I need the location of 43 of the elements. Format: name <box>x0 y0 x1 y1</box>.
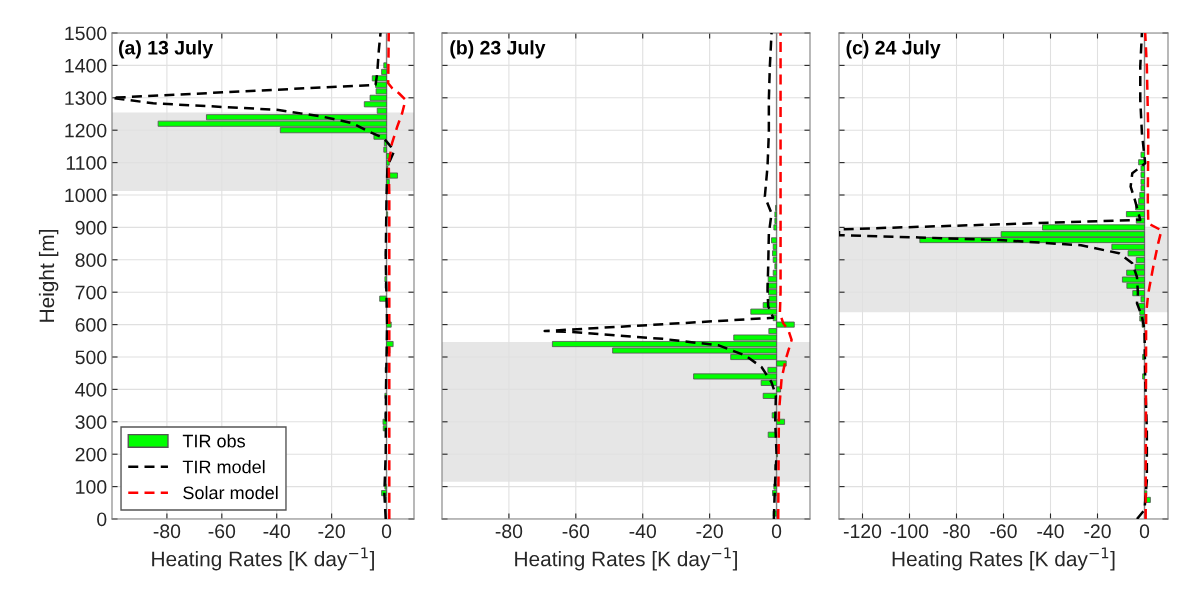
x-tick-label: -20 <box>1084 524 1111 539</box>
legend-label: TIR model <box>182 460 265 474</box>
chart-title: (c) 24 July <box>846 40 941 59</box>
y-tick-label: 500 <box>75 350 107 365</box>
y-tick-label: 1000 <box>65 188 107 203</box>
x-axis-title: Heating Rates [K day$^{−1}$] <box>515 547 737 571</box>
legend-label: TIR obs <box>182 434 245 448</box>
y-tick-label: 800 <box>75 253 107 268</box>
x-tick-label: -60 <box>208 524 236 539</box>
x-tick-label: -80 <box>153 524 181 539</box>
chart-title: (b) 23 July <box>450 40 546 59</box>
y-tick-label: 1500 <box>65 26 107 41</box>
y-tick-label: 200 <box>75 447 107 462</box>
x-tick-label: -20 <box>318 524 345 539</box>
x-tick-label: 0 <box>381 524 392 539</box>
x-tick-label: -60 <box>990 524 1017 539</box>
x-tick-label: -20 <box>696 524 723 539</box>
y-tick-label: 1200 <box>65 123 107 138</box>
x-tick-label: 0 <box>771 524 782 539</box>
x-tick-label: -60 <box>562 524 590 539</box>
y-tick-label: 900 <box>75 220 107 235</box>
y-tick-label: 1400 <box>65 58 107 73</box>
y-tick-label: 0 <box>97 512 107 527</box>
x-tick-label: -40 <box>263 524 291 539</box>
chart-title: (a) 13 July <box>119 40 214 59</box>
x-axis-title: Heating Rates [K day$^{−1}$] <box>892 547 1115 571</box>
y-tick-label: 300 <box>75 415 107 430</box>
x-tick-label: 0 <box>1139 524 1150 539</box>
x-tick-label: -120 <box>843 524 882 539</box>
legend-label: Solar model <box>183 485 278 500</box>
y-tick-label: 700 <box>75 285 107 300</box>
x-tick-label: -80 <box>943 524 970 539</box>
y-tick-label: 1100 <box>66 156 107 170</box>
y-tick-label: 600 <box>75 318 107 332</box>
x-axis-title: Heating Rates [K day$^{−1}$] <box>152 547 374 571</box>
x-tick-label: -100 <box>890 524 929 539</box>
x-tick-label: -80 <box>495 524 523 539</box>
y-tick-label: 400 <box>75 382 107 397</box>
x-tick-label: -40 <box>629 524 657 539</box>
x-tick-label: -40 <box>1037 524 1064 539</box>
y-tick-label: 100 <box>76 480 107 494</box>
y-axis-title: Height [m] <box>38 230 59 322</box>
y-tick-label: 1300 <box>65 91 107 106</box>
